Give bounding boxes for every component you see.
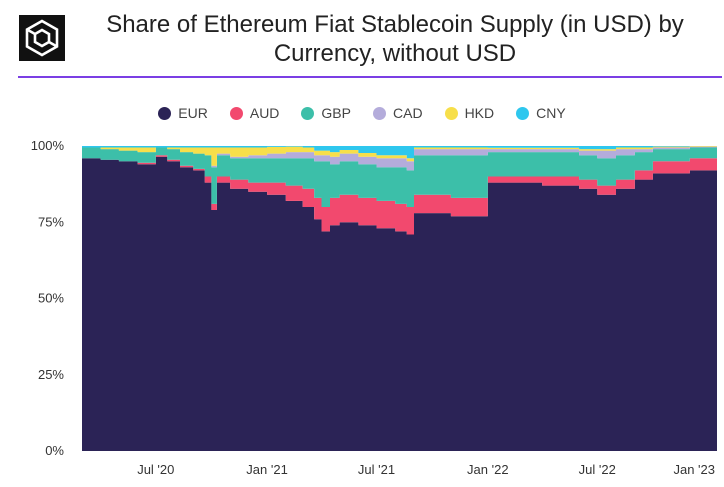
chart-title-line2: Currency, without USD bbox=[273, 40, 517, 67]
legend-item-cad[interactable]: CAD bbox=[373, 105, 423, 121]
legend-item-eur[interactable]: EUR bbox=[158, 105, 208, 121]
chart-header: Share of Ethereum Fiat Stablecoin Supply… bbox=[0, 0, 724, 78]
x-tick-label: Jul '20 bbox=[137, 462, 174, 477]
area-cad[interactable] bbox=[82, 146, 717, 171]
x-tick-label: Jan '21 bbox=[246, 462, 288, 477]
chart-title-line1: Share of Ethereum Fiat Stablecoin Supply… bbox=[106, 11, 684, 38]
legend-item-cny[interactable]: CNY bbox=[516, 105, 566, 121]
x-axis: Jul '20 Jan '21 Jul '21 Jan '22 Jul '22 Jan '… bbox=[137, 462, 715, 477]
y-tick-label: 50% bbox=[38, 291, 64, 306]
y-tick-label: 75% bbox=[38, 214, 64, 229]
legend-swatch-gbp bbox=[301, 106, 315, 120]
cube-logo-icon bbox=[19, 15, 65, 61]
legend-label-hkd: HKD bbox=[464, 105, 495, 121]
legend-label-eur: EUR bbox=[178, 105, 208, 121]
legend-item-aud[interactable]: AUD bbox=[229, 105, 280, 121]
legend-item-gbp[interactable]: GBP bbox=[301, 105, 351, 121]
y-tick-label: 0% bbox=[45, 443, 64, 458]
legend-item-hkd[interactable]: HKD bbox=[444, 105, 495, 121]
legend-swatch-cad bbox=[373, 106, 386, 120]
title-divider bbox=[18, 76, 722, 78]
y-axis: 0% 25% 50% 75% 100% bbox=[31, 138, 65, 458]
legend-swatch-hkd bbox=[444, 106, 458, 120]
chart-areas bbox=[82, 146, 717, 451]
area-aud[interactable] bbox=[82, 155, 717, 235]
legend-swatch-aud bbox=[229, 106, 243, 120]
y-tick-label: 100% bbox=[31, 138, 65, 153]
x-tick-label: Jul '21 bbox=[358, 462, 395, 477]
legend-label-aud: AUD bbox=[249, 105, 280, 121]
chart-legend: EUR AUD GBP CAD HKD CNY bbox=[0, 102, 724, 124]
legend-label-cad: CAD bbox=[393, 105, 423, 121]
legend-swatch-eur bbox=[158, 106, 172, 120]
legend-swatch-cny bbox=[516, 106, 530, 120]
area-hkd[interactable] bbox=[82, 146, 717, 166]
area-gbp[interactable] bbox=[82, 147, 717, 208]
x-tick-label: Jan '22 bbox=[467, 462, 509, 477]
area-cny[interactable] bbox=[82, 146, 717, 159]
y-tick-label: 25% bbox=[38, 367, 64, 382]
legend-label-cny: CNY bbox=[536, 105, 566, 121]
area-eur[interactable] bbox=[82, 156, 717, 451]
legend-label-gbp: GBP bbox=[321, 105, 351, 121]
x-tick-label: Jul '22 bbox=[579, 462, 616, 477]
x-tick-label: Jan '23 bbox=[673, 462, 715, 477]
chart-title: Share of Ethereum Fiat Stablecoin Supply… bbox=[80, 10, 710, 68]
